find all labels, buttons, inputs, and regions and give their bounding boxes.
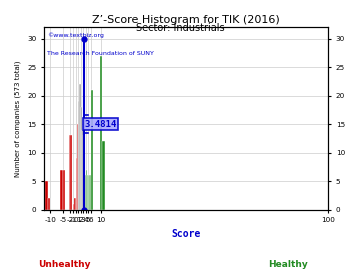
Text: Sector: Industrials: Sector: Industrials <box>136 23 224 33</box>
Bar <box>76 158 77 210</box>
Bar <box>80 84 81 210</box>
Bar <box>99 56 102 210</box>
Bar <box>79 84 80 210</box>
Bar <box>90 176 91 210</box>
Bar <box>91 90 93 210</box>
Bar <box>69 136 71 210</box>
Bar <box>84 147 85 210</box>
Bar <box>88 176 89 210</box>
Bar <box>102 141 104 210</box>
Bar <box>78 101 79 210</box>
Text: Unhealthy: Unhealthy <box>39 260 91 269</box>
Bar <box>86 170 87 210</box>
Bar <box>71 136 72 210</box>
Bar <box>60 170 63 210</box>
Bar <box>77 124 78 210</box>
Bar <box>81 107 82 210</box>
Y-axis label: Number of companies (573 total): Number of companies (573 total) <box>15 60 22 177</box>
Bar <box>83 136 84 210</box>
Bar <box>87 176 88 210</box>
Bar <box>85 176 86 210</box>
Text: 3.4814: 3.4814 <box>85 120 117 129</box>
Bar <box>82 130 83 210</box>
Title: Z’-Score Histogram for TIK (2016): Z’-Score Histogram for TIK (2016) <box>92 15 280 25</box>
Text: ©www.textbiz.org: ©www.textbiz.org <box>47 33 104 38</box>
Bar <box>73 204 74 210</box>
X-axis label: Score: Score <box>171 229 201 239</box>
Bar <box>48 198 50 210</box>
Bar <box>89 176 90 210</box>
Bar <box>45 181 48 210</box>
Bar <box>74 198 76 210</box>
Text: Healthy: Healthy <box>268 260 308 269</box>
Bar <box>63 170 66 210</box>
Text: The Research Foundation of SUNY: The Research Foundation of SUNY <box>47 51 154 56</box>
